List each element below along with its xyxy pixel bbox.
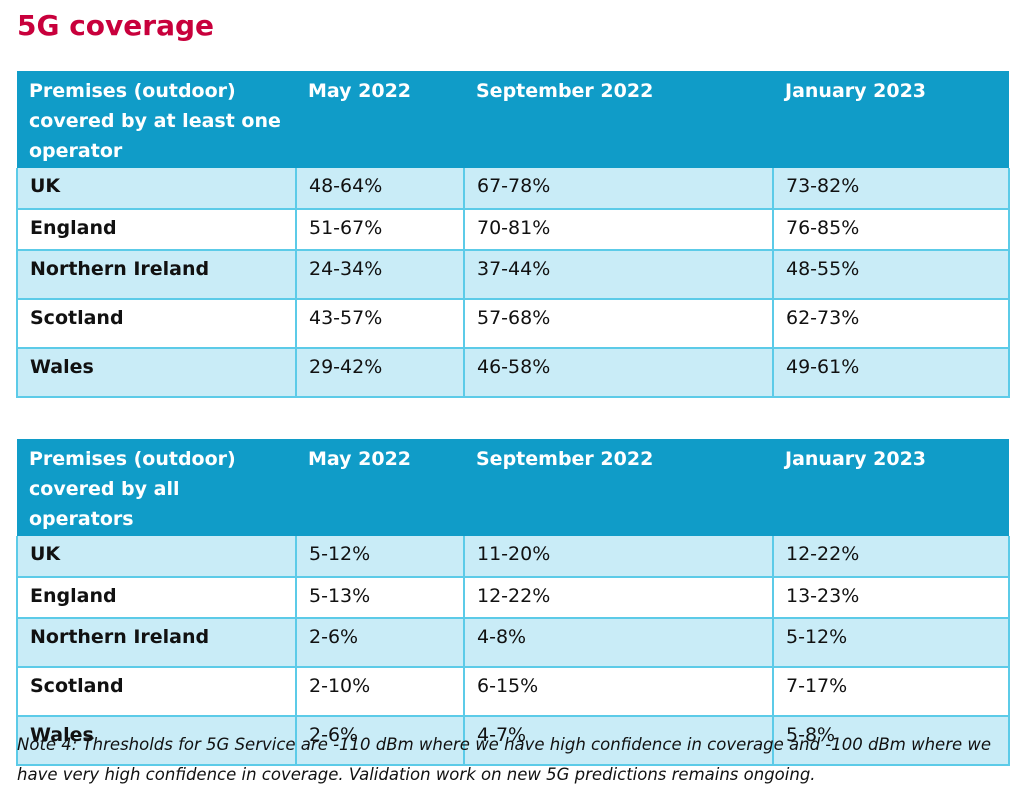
cell-january-2023: 13-23% bbox=[772, 577, 1010, 619]
cell-may-2022: 29-42% bbox=[295, 348, 465, 398]
cell-may-2022: 2-6% bbox=[295, 716, 465, 766]
cell-september-2022: 37-44% bbox=[463, 250, 774, 300]
cell-may-2022: 51-67% bbox=[295, 209, 465, 251]
footnote: Note 4: Thresholds for 5G Service are -1… bbox=[17, 735, 992, 784]
row-label: Wales bbox=[16, 716, 297, 766]
cell-january-2023: 48-55% bbox=[772, 250, 1010, 300]
table-row-northern-ireland: Northern Ireland 24-34% 37-44% 48-55% bbox=[16, 250, 1010, 300]
cell-january-2023: 49-61% bbox=[772, 348, 1010, 398]
table-header-row: Premises (outdoor) covered by all operat… bbox=[17, 439, 1009, 536]
cell-may-2022: 24-34% bbox=[295, 250, 465, 300]
cell-january-2023: 62-73% bbox=[772, 299, 1010, 349]
header-premises: Premises (outdoor) covered by at least o… bbox=[17, 71, 296, 168]
table-row-england: England 5-13% 12-22% 13-23% bbox=[16, 577, 1010, 619]
table-row-uk: UK 48-64% 67-78% 73-82% bbox=[16, 168, 1010, 210]
coverage-table-at-least-one-operator: Premises (outdoor) covered by at least o… bbox=[16, 71, 1010, 398]
header-premises: Premises (outdoor) covered by all operat… bbox=[17, 439, 296, 536]
cell-january-2023: 73-82% bbox=[772, 168, 1010, 210]
header-may-2022: May 2022 bbox=[296, 71, 464, 168]
cell-january-2023: 7-17% bbox=[772, 667, 1010, 717]
cell-may-2022: 5-12% bbox=[295, 536, 465, 578]
table-row-scotland: Scotland 2-10% 6-15% 7-17% bbox=[16, 667, 1010, 717]
cell-september-2022: 70-81% bbox=[463, 209, 774, 251]
table-row-wales: Wales 2-6% 4-7% 5-8% bbox=[16, 716, 1010, 766]
cell-january-2023: 5-8% bbox=[772, 716, 1010, 766]
page-title: 5G coverage bbox=[17, 9, 215, 42]
row-label: Scotland bbox=[16, 299, 297, 349]
cell-january-2023: 76-85% bbox=[772, 209, 1010, 251]
table-row-northern-ireland: Northern Ireland 2-6% 4-8% 5-12% bbox=[16, 618, 1010, 668]
row-label: Northern Ireland bbox=[16, 618, 297, 668]
header-september-2022: September 2022 bbox=[464, 71, 773, 168]
row-label: England bbox=[16, 209, 297, 251]
coverage-table-all-operators: Premises (outdoor) covered by all operat… bbox=[16, 439, 1010, 766]
cell-may-2022: 48-64% bbox=[295, 168, 465, 210]
cell-september-2022: 12-22% bbox=[463, 577, 774, 619]
header-september-2022: September 2022 bbox=[464, 439, 773, 536]
cell-september-2022: 4-7% bbox=[463, 716, 774, 766]
header-may-2022: May 2022 bbox=[296, 439, 464, 536]
row-label: Scotland bbox=[16, 667, 297, 717]
cell-september-2022: 6-15% bbox=[463, 667, 774, 717]
cell-september-2022: 57-68% bbox=[463, 299, 774, 349]
cell-september-2022: 46-58% bbox=[463, 348, 774, 398]
table-row-scotland: Scotland 43-57% 57-68% 62-73% bbox=[16, 299, 1010, 349]
header-january-2023: January 2023 bbox=[773, 71, 1009, 168]
cell-january-2023: 5-12% bbox=[772, 618, 1010, 668]
cell-may-2022: 2-10% bbox=[295, 667, 465, 717]
row-label: UK bbox=[16, 536, 297, 578]
cell-may-2022: 43-57% bbox=[295, 299, 465, 349]
cell-may-2022: 2-6% bbox=[295, 618, 465, 668]
cell-september-2022: 67-78% bbox=[463, 168, 774, 210]
cell-may-2022: 5-13% bbox=[295, 577, 465, 619]
row-label: UK bbox=[16, 168, 297, 210]
cell-september-2022: 11-20% bbox=[463, 536, 774, 578]
cell-january-2023: 12-22% bbox=[772, 536, 1010, 578]
row-label: England bbox=[16, 577, 297, 619]
row-label: Northern Ireland bbox=[16, 250, 297, 300]
header-january-2023: January 2023 bbox=[773, 439, 1009, 536]
cell-september-2022: 4-8% bbox=[463, 618, 774, 668]
row-label: Wales bbox=[16, 348, 297, 398]
table-row-wales: Wales 29-42% 46-58% 49-61% bbox=[16, 348, 1010, 398]
table-row-england: England 51-67% 70-81% 76-85% bbox=[16, 209, 1010, 251]
table-header-row: Premises (outdoor) covered by at least o… bbox=[17, 71, 1009, 168]
table-row-uk: UK 5-12% 11-20% 12-22% bbox=[16, 536, 1010, 578]
